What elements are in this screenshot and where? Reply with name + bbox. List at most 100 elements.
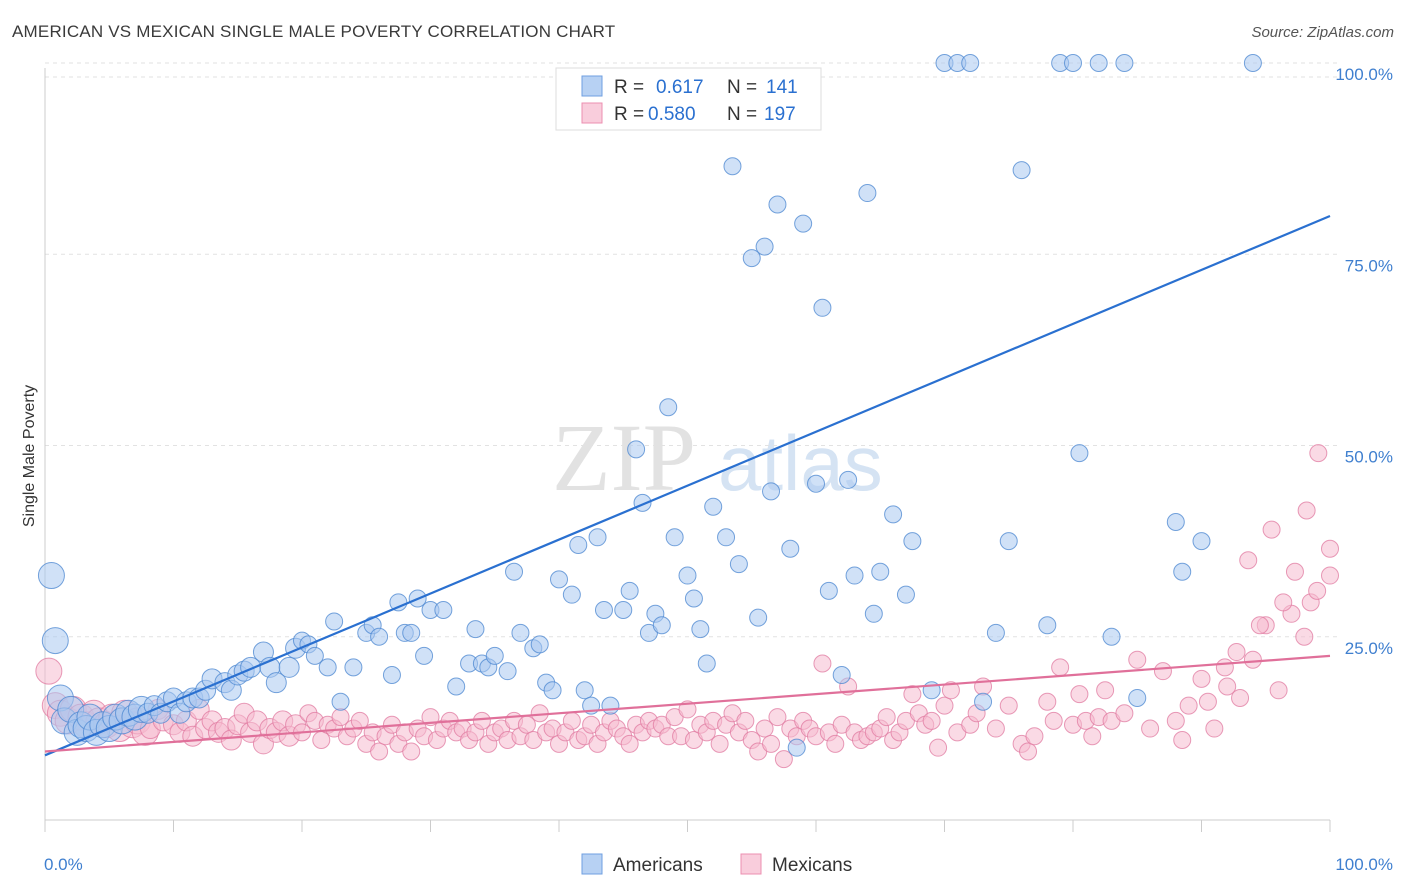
mexicans-point: [1231, 688, 1250, 707]
americans-point: [588, 528, 607, 547]
americans-point: [845, 566, 864, 585]
mexicans-point: [762, 734, 781, 753]
mexicans-point: [1153, 662, 1172, 681]
x-tick-label-min: 0.0%: [44, 855, 83, 874]
americans-point: [1115, 54, 1134, 72]
americans-point: [697, 654, 716, 673]
americans-point: [370, 627, 389, 646]
series-legend: Americans Mexicans: [581, 853, 852, 876]
source-credit: Source: ZipAtlas.com: [1251, 24, 1394, 41]
americans-point: [762, 482, 781, 501]
mexicans-point: [1321, 566, 1339, 585]
americans-point: [37, 562, 65, 590]
americans-point: [839, 470, 858, 489]
mexicans-point: [813, 654, 832, 673]
americans-points: [37, 54, 1262, 757]
mexicans-trend-line: [44, 654, 1331, 753]
mexicans-point: [1218, 677, 1237, 696]
americans-point: [665, 528, 684, 547]
americans-point: [961, 54, 980, 72]
legend-americans-swatch: [581, 853, 603, 875]
mexicans-point: [1285, 562, 1304, 581]
mexicans-point: [1128, 650, 1147, 669]
x-ticks: [44, 820, 1331, 832]
mexicans-point: [1192, 669, 1211, 688]
americans-point: [1089, 54, 1108, 72]
americans-swatch: [581, 75, 603, 97]
mexicans-point: [903, 685, 922, 704]
americans-point: [807, 474, 825, 493]
mexicans-point: [941, 681, 960, 700]
americans-point: [447, 677, 466, 696]
americans-point: [41, 627, 69, 655]
americans-point: [325, 612, 344, 631]
americans-point: [858, 184, 877, 203]
mexicans-point: [1274, 593, 1293, 612]
americans-point: [794, 214, 813, 233]
americans-r-label: R =: [614, 77, 644, 98]
mexicans-point: [402, 742, 421, 761]
americans-point: [832, 666, 851, 684]
legend-americans-label: Americans: [613, 855, 703, 876]
mexicans-point: [1025, 727, 1044, 746]
americans-point: [1166, 513, 1185, 531]
mexicans-point: [1309, 444, 1328, 463]
americans-point: [781, 539, 800, 558]
americans-point: [1243, 54, 1262, 72]
mexicans-point: [1044, 711, 1063, 730]
americans-point: [318, 658, 337, 677]
americans-point: [684, 589, 703, 608]
americans-point: [1192, 532, 1211, 551]
mexicans-point: [1115, 704, 1134, 723]
americans-point: [575, 681, 594, 700]
americans-point: [749, 608, 768, 627]
americans-point: [704, 497, 723, 516]
mexicans-point: [370, 742, 389, 761]
mexicans-point: [1269, 681, 1288, 700]
americans-n-value: 141: [766, 77, 798, 98]
mexicans-point: [350, 711, 369, 730]
mexicans-point: [774, 750, 793, 769]
mexicans-point: [35, 657, 63, 685]
mexicans-point: [1173, 731, 1192, 750]
legend-mexicans-swatch: [740, 853, 762, 875]
mexicans-point: [877, 708, 896, 727]
americans-point: [755, 237, 774, 256]
mexicans-point: [1141, 719, 1160, 738]
y-tick-label-75: 75.0%: [1345, 256, 1393, 275]
x-tick-label-max: 100.0%: [1335, 855, 1393, 874]
americans-point: [627, 440, 646, 459]
y-tick-label-50: 50.0%: [1345, 448, 1393, 467]
americans-point: [620, 581, 639, 600]
americans-point: [434, 600, 453, 619]
watermark-atlas: atlas: [718, 419, 883, 507]
mexicans-point: [1179, 696, 1198, 715]
americans-point: [265, 672, 287, 694]
mexicans-point: [1297, 501, 1316, 520]
mexicans-point: [935, 696, 954, 715]
americans-point: [986, 623, 1005, 642]
americans-point: [382, 666, 401, 684]
mexicans-point: [1239, 551, 1258, 570]
mexicans-point: [1262, 520, 1281, 539]
y-tick-labels: 25.0% 50.0% 75.0% 100.0%: [1335, 65, 1393, 658]
mexicans-point: [421, 708, 440, 727]
americans-point: [498, 662, 517, 681]
americans-point: [278, 656, 300, 678]
mexicans-n-label: N =: [727, 104, 757, 125]
mexicans-point: [472, 711, 491, 730]
mexicans-point: [1051, 658, 1070, 677]
americans-point: [787, 738, 806, 757]
mexicans-point: [562, 711, 581, 730]
americans-point: [768, 195, 787, 214]
mexicans-point: [1070, 685, 1089, 704]
mexicans-point: [826, 734, 845, 753]
stats-legend: R = 0.617 N = 141 R = 0.580 N = 197: [555, 67, 822, 131]
mexicans-point: [620, 734, 639, 753]
mexicans-point: [768, 708, 787, 727]
americans-point: [614, 600, 633, 619]
americans-point: [466, 620, 485, 639]
americans-point: [729, 555, 748, 574]
trend-lines: [44, 214, 1331, 757]
americans-point: [530, 635, 549, 654]
